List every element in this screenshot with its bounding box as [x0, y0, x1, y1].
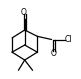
- Text: Cl: Cl: [65, 35, 72, 44]
- Text: O: O: [51, 49, 57, 58]
- Text: O: O: [21, 8, 27, 17]
